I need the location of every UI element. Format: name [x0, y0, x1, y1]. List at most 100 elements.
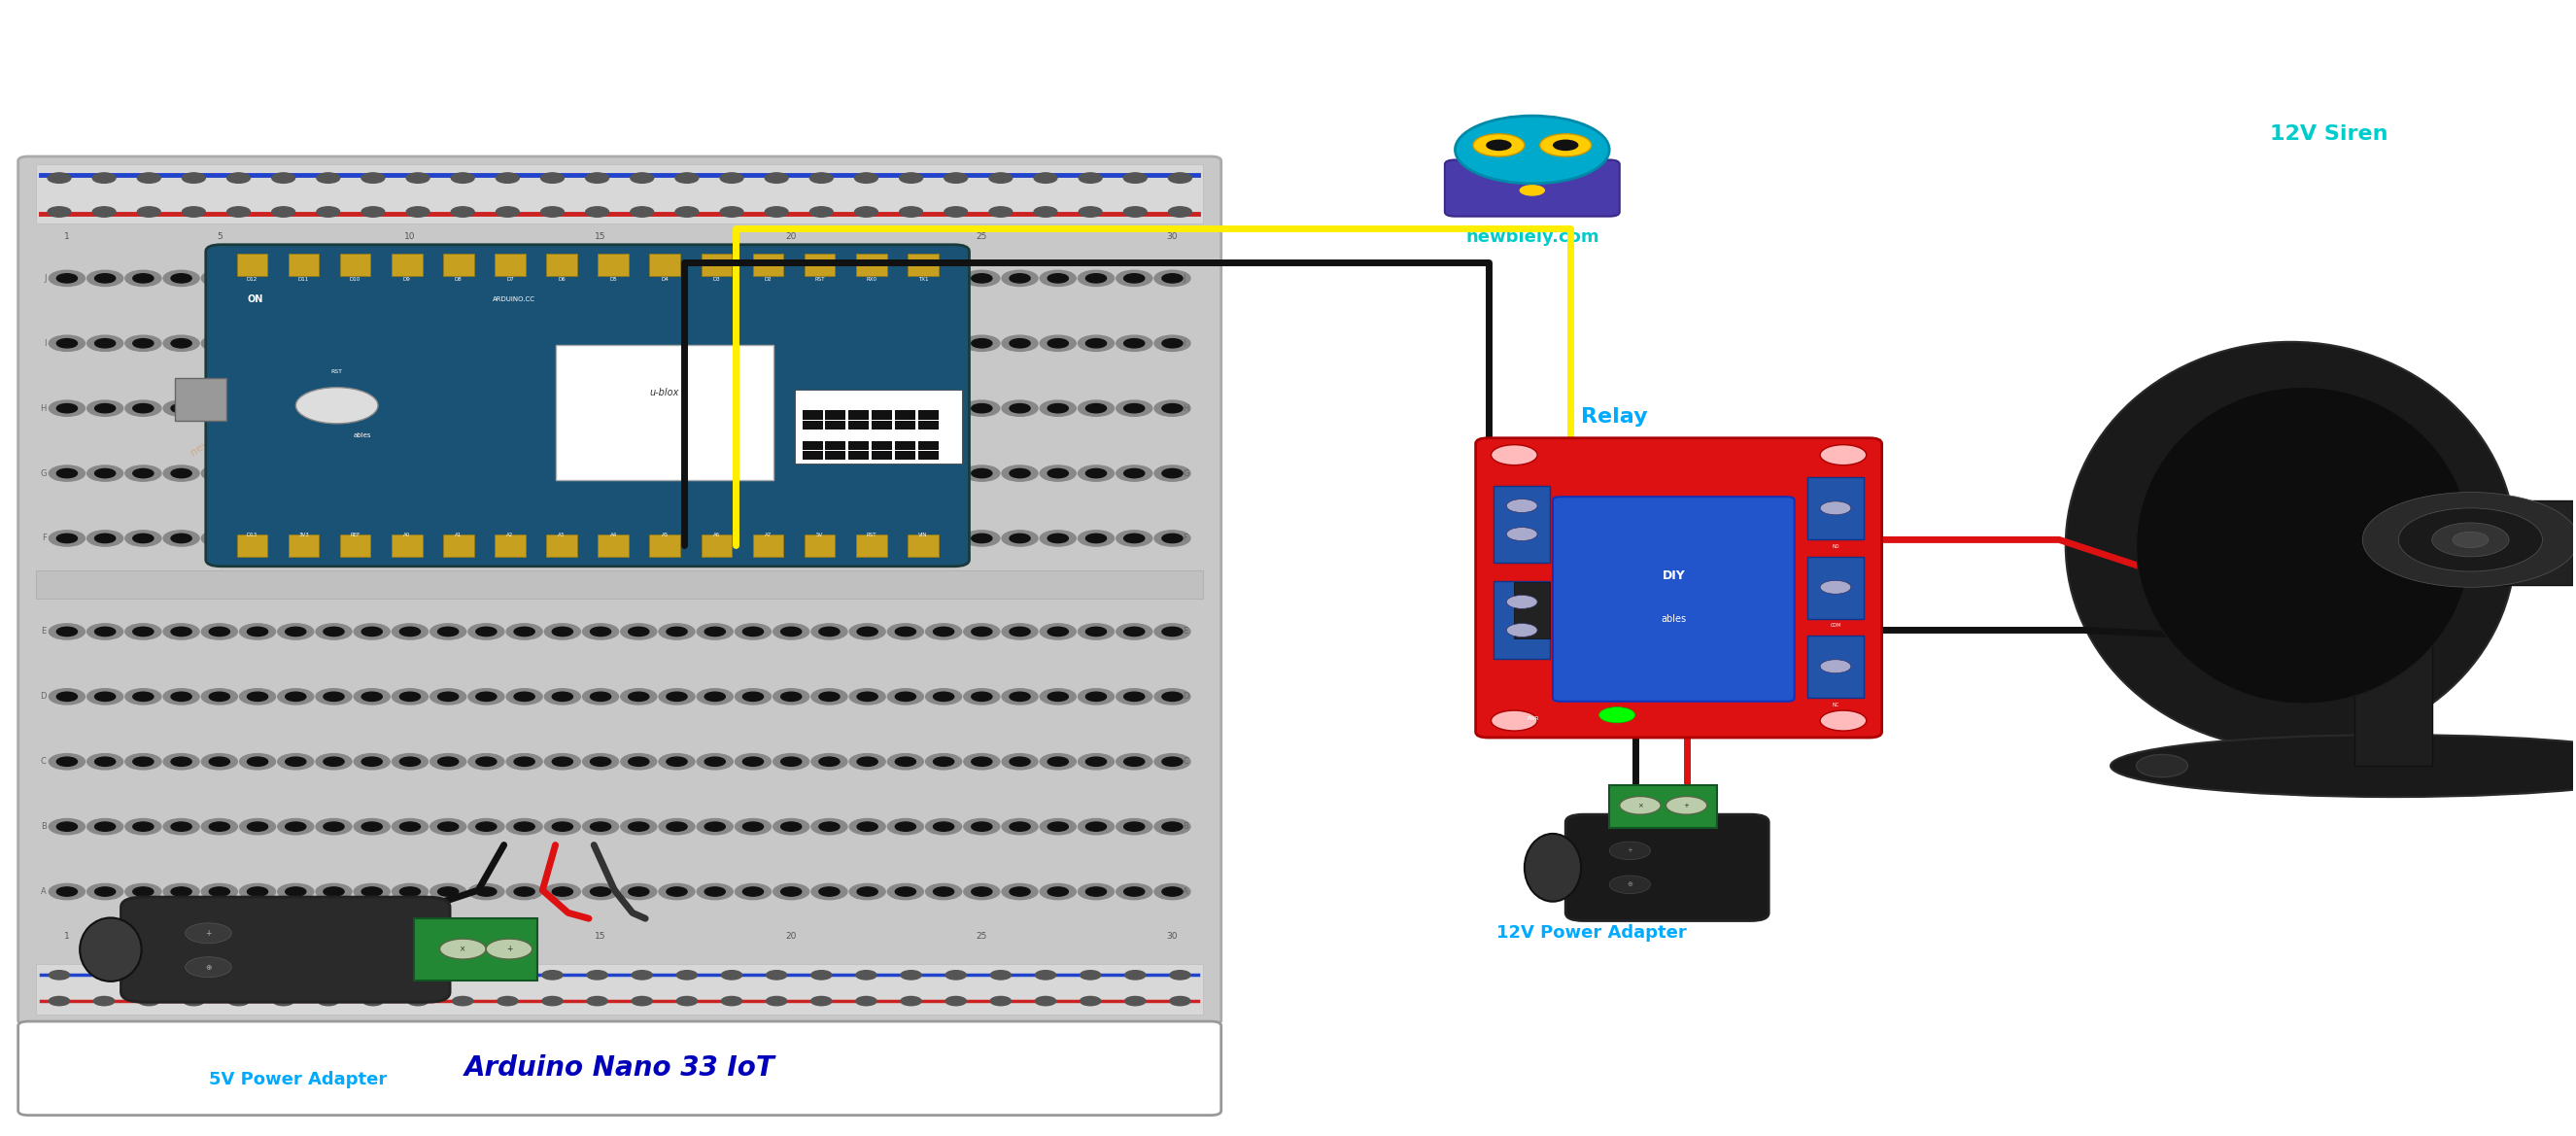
Circle shape — [721, 996, 742, 1005]
Circle shape — [49, 688, 85, 704]
Circle shape — [209, 403, 229, 412]
Circle shape — [1048, 822, 1069, 832]
Circle shape — [899, 207, 922, 217]
Circle shape — [850, 400, 886, 416]
Circle shape — [721, 207, 744, 217]
Circle shape — [1115, 270, 1151, 286]
Circle shape — [1041, 624, 1077, 640]
Circle shape — [590, 469, 611, 478]
Circle shape — [515, 692, 536, 701]
Circle shape — [933, 822, 953, 832]
Circle shape — [1079, 819, 1113, 835]
Circle shape — [1154, 400, 1190, 416]
Circle shape — [430, 753, 466, 769]
Circle shape — [430, 335, 466, 351]
Circle shape — [240, 688, 276, 704]
Text: +: + — [206, 929, 211, 937]
Circle shape — [819, 757, 840, 766]
Bar — [824, 420, 845, 429]
Circle shape — [126, 531, 162, 546]
Bar — [1808, 636, 1865, 698]
Circle shape — [507, 270, 544, 286]
Circle shape — [317, 688, 353, 704]
Circle shape — [407, 970, 428, 979]
Bar — [824, 441, 845, 450]
Circle shape — [399, 339, 420, 348]
Circle shape — [93, 207, 116, 217]
Circle shape — [399, 692, 420, 701]
Text: Arduino Nano 33 IoT: Arduino Nano 33 IoT — [464, 1054, 775, 1081]
Circle shape — [317, 884, 353, 900]
Circle shape — [361, 887, 381, 896]
Bar — [392, 253, 422, 276]
Circle shape — [469, 884, 505, 900]
Circle shape — [49, 624, 85, 640]
Circle shape — [317, 270, 353, 286]
Circle shape — [353, 400, 389, 416]
Bar — [443, 253, 474, 276]
Circle shape — [392, 466, 428, 482]
FancyBboxPatch shape — [121, 897, 451, 1002]
Circle shape — [1473, 134, 1525, 157]
Circle shape — [162, 335, 198, 351]
Circle shape — [430, 466, 466, 482]
Circle shape — [855, 207, 878, 217]
Circle shape — [667, 757, 688, 766]
Circle shape — [590, 692, 611, 701]
Circle shape — [278, 531, 314, 546]
Circle shape — [590, 627, 611, 636]
Circle shape — [667, 887, 688, 896]
Circle shape — [773, 624, 809, 640]
Circle shape — [811, 970, 832, 979]
Text: ON: ON — [247, 294, 263, 303]
Circle shape — [629, 403, 649, 412]
Circle shape — [765, 996, 786, 1005]
Text: 12V Power Adapter: 12V Power Adapter — [1497, 925, 1687, 942]
Circle shape — [1821, 660, 1852, 674]
Circle shape — [933, 274, 953, 283]
Circle shape — [296, 387, 379, 424]
Circle shape — [551, 757, 572, 766]
Circle shape — [1010, 339, 1030, 348]
Circle shape — [809, 207, 832, 217]
Circle shape — [2432, 523, 2509, 557]
Ellipse shape — [1525, 834, 1582, 902]
Circle shape — [698, 466, 734, 482]
Circle shape — [1002, 819, 1038, 835]
Circle shape — [933, 757, 953, 766]
Circle shape — [1170, 996, 1190, 1005]
Circle shape — [507, 624, 544, 640]
Circle shape — [134, 692, 155, 701]
Bar — [1494, 582, 1551, 659]
Circle shape — [286, 692, 307, 701]
Circle shape — [889, 688, 925, 704]
Circle shape — [201, 531, 237, 546]
Circle shape — [183, 970, 204, 979]
Text: 1: 1 — [64, 232, 70, 241]
Circle shape — [286, 822, 307, 832]
Circle shape — [278, 884, 314, 900]
Circle shape — [925, 335, 961, 351]
Circle shape — [582, 270, 618, 286]
Circle shape — [1041, 688, 1077, 704]
Circle shape — [209, 469, 229, 478]
FancyBboxPatch shape — [1445, 160, 1620, 216]
Circle shape — [469, 753, 505, 769]
Circle shape — [1620, 796, 1662, 815]
Circle shape — [551, 469, 572, 478]
Text: A2: A2 — [507, 533, 513, 537]
Circle shape — [126, 466, 162, 482]
Circle shape — [698, 270, 734, 286]
Circle shape — [667, 692, 688, 701]
Circle shape — [585, 207, 608, 217]
Circle shape — [551, 692, 572, 701]
Circle shape — [49, 819, 85, 835]
Circle shape — [317, 466, 353, 482]
Circle shape — [971, 274, 992, 283]
Circle shape — [407, 996, 428, 1005]
Circle shape — [399, 274, 420, 283]
Circle shape — [507, 531, 544, 546]
Circle shape — [361, 403, 381, 412]
Circle shape — [631, 207, 654, 217]
Circle shape — [677, 970, 698, 979]
